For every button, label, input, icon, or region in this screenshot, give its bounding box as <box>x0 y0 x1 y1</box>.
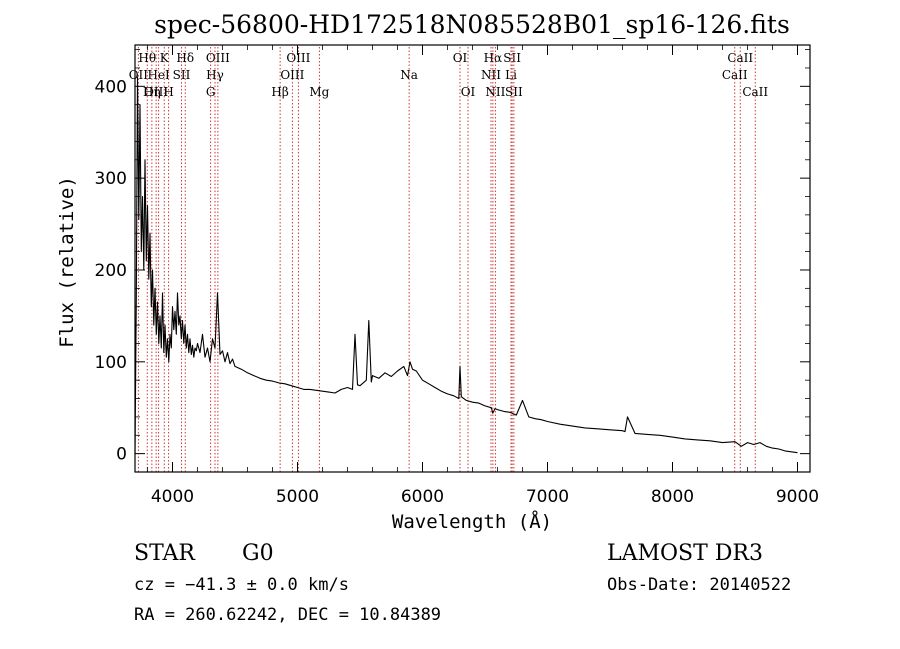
x-tick-label: 6000 <box>401 487 444 507</box>
spectral-line-label: SII <box>505 85 523 99</box>
spectral-line-label: Hδ <box>176 51 194 65</box>
spectral-line-label: CaII <box>722 68 748 82</box>
redshift-cz: cz = −41.3 ± 0.0 km/s <box>134 575 349 595</box>
spectral-line-label: K <box>160 51 170 65</box>
spectral-line-label: Hγ <box>206 68 224 82</box>
object-subclass: G0 <box>242 541 274 566</box>
spectral-line-label: SII <box>503 51 521 65</box>
x-tick-label: 5000 <box>276 487 319 507</box>
chart-title: spec-56800-HD172518N085528B01_sp16-126.f… <box>154 10 790 39</box>
coordinates: RA = 260.62242, DEC = 10.84389 <box>134 605 441 625</box>
axes-frame <box>134 44 811 473</box>
spectral-line-label: Hθ <box>138 51 156 65</box>
spectrum-trace <box>134 76 798 454</box>
x-axis-label: Wavelength (Å) <box>392 510 552 533</box>
y-tick-label: 300 <box>95 169 127 189</box>
y-axis-label: Flux (relative) <box>56 176 78 348</box>
spectral-line-label: G <box>206 85 216 99</box>
spectral-line-label: OII <box>129 68 149 82</box>
spectral-line-label: OIII <box>286 51 310 65</box>
x-tick-label: 4000 <box>151 487 194 507</box>
spectral-line-label: NII <box>481 68 501 82</box>
spectral-line-label: Mg <box>309 85 329 99</box>
x-tick-label: 9000 <box>776 487 819 507</box>
y-tick-label: 400 <box>95 77 127 97</box>
spectral-line-label: Hη <box>143 85 161 99</box>
spectral-line-label: OI <box>453 51 468 65</box>
spectral-line-label: H <box>163 85 173 99</box>
spectral-line-label: OIII <box>280 68 304 82</box>
spectral-line-label: OIII <box>144 85 168 99</box>
spectral-line-label: NII <box>485 85 505 99</box>
spectral-line-label: CaII <box>742 85 768 99</box>
y-tick-label: 200 <box>95 261 127 281</box>
object-class: STAR <box>134 541 196 566</box>
spectral-line-label: Li <box>505 68 517 82</box>
y-tick-label: 100 <box>95 353 127 373</box>
spectral-line-label: Na <box>400 68 418 82</box>
spectral-line-label: Hβ <box>271 85 288 99</box>
spectral-line-label: HeI <box>147 68 170 82</box>
spectral-line-label: Hα <box>484 51 503 65</box>
x-tick-label: 7000 <box>526 487 569 507</box>
spectral-line-label: SII <box>173 68 191 82</box>
x-tick-label: 8000 <box>651 487 694 507</box>
spectral-line-label: OI <box>461 85 476 99</box>
spectral-line-label: CaII <box>727 51 753 65</box>
survey-name: LAMOST DR3 <box>607 541 763 566</box>
observation-date: Obs-Date: 20140522 <box>607 575 791 595</box>
y-tick-label: 0 <box>116 445 127 465</box>
spectral-line-label: OIII <box>206 51 230 65</box>
